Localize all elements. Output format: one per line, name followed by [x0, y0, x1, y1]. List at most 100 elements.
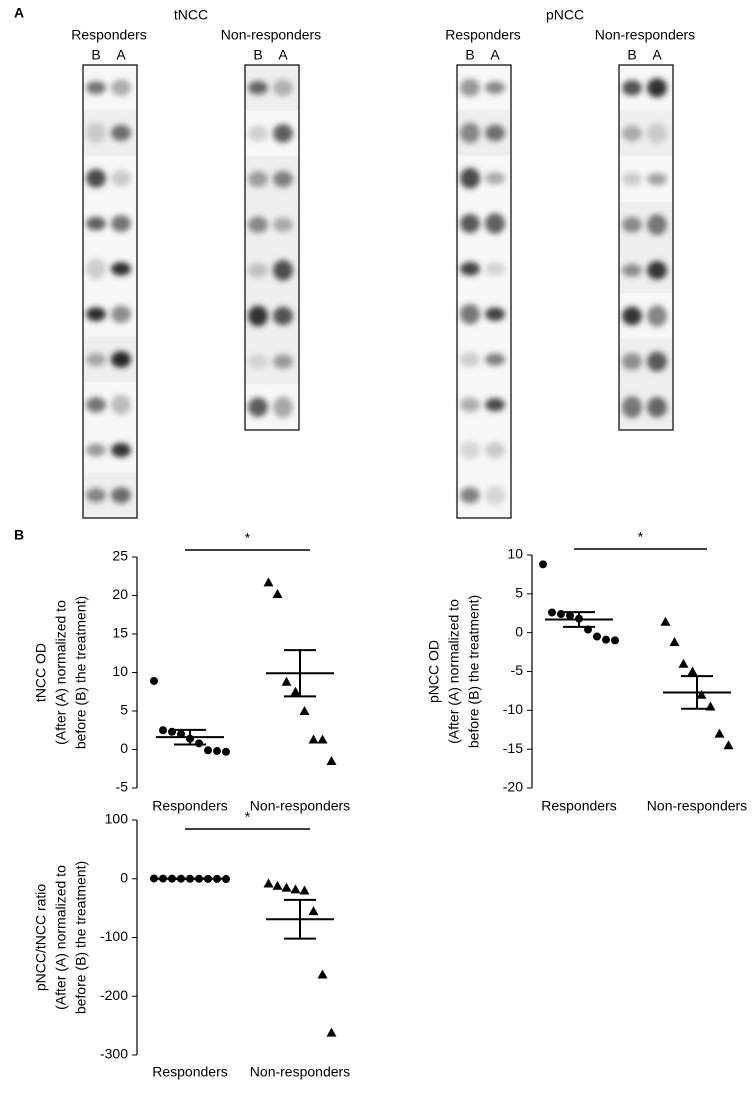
blot-title: tNCC: [174, 7, 208, 23]
blot-band: [622, 80, 642, 96]
y-tick-label: 5: [515, 585, 523, 601]
data-point: [308, 734, 319, 744]
data-point: [159, 726, 167, 735]
blot-band: [86, 81, 106, 95]
y-tick-label: 15: [112, 625, 128, 641]
blot-band: [485, 81, 505, 95]
blot-band: [86, 443, 106, 457]
data-point: [195, 739, 203, 748]
panel-label: B: [14, 527, 24, 543]
data-point: [177, 730, 185, 739]
blot-frame: [82, 64, 138, 519]
y-tick-label: -20: [503, 779, 523, 795]
blot-band: [248, 216, 268, 233]
panel-label: A: [14, 5, 24, 21]
y-tick-label: 5: [120, 702, 128, 718]
x-tick-label: Responders: [152, 1064, 228, 1080]
blot-band: [647, 78, 667, 98]
y-tick-label: 0: [515, 623, 523, 639]
data-point: [222, 875, 230, 884]
blot-band: [485, 124, 505, 142]
blot-band: [460, 352, 480, 367]
blot-band: [86, 488, 106, 503]
y-axis-label: pNCC/tNCC ratio: [33, 884, 49, 992]
blot-band: [460, 397, 480, 413]
y-tick-label: -300: [100, 1046, 128, 1062]
blot-band: [460, 214, 480, 234]
data-point: [222, 747, 230, 756]
y-tick-label: -200: [100, 987, 128, 1003]
data-point: [678, 658, 689, 668]
blot-band: [622, 396, 642, 419]
y-axis-label: (After (A) normalized to: [446, 599, 462, 744]
blot-band: [248, 81, 268, 95]
data-point: [272, 880, 283, 890]
blot-band: [460, 122, 480, 144]
blot-band: [273, 396, 293, 418]
blot-band: [273, 79, 293, 97]
lane-label: B: [91, 47, 100, 63]
blot-band: [86, 122, 106, 144]
data-point: [566, 611, 574, 620]
blot-band: [111, 79, 131, 96]
x-tick-label: Responders: [152, 798, 228, 814]
blot-band: [111, 124, 131, 142]
blot-band: [622, 172, 642, 186]
y-tick-label: 10: [507, 546, 523, 562]
blot-band: [248, 397, 268, 417]
data-point: [299, 706, 310, 715]
blot-band: [273, 124, 293, 143]
blot-band: [111, 305, 131, 323]
blot-band: [647, 305, 667, 327]
blot-band: [485, 262, 505, 276]
blot-band: [86, 352, 106, 367]
y-axis-label: (After (A) normalized to: [53, 865, 69, 1010]
y-tick-label: 100: [105, 811, 129, 827]
lane-label: A: [116, 47, 126, 63]
lane-label: A: [490, 47, 500, 63]
y-axis-label: pNCC OD: [426, 640, 442, 703]
significance-label: *: [638, 529, 644, 545]
data-point: [548, 608, 556, 617]
y-tick-label: 20: [112, 586, 128, 602]
data-point: [204, 746, 212, 755]
significance-label: *: [245, 809, 251, 825]
y-tick-label: -5: [116, 779, 129, 795]
x-tick-label: Non-responders: [250, 1064, 350, 1080]
blot-band: [111, 262, 131, 276]
y-axis-label: before (B) the treatment): [73, 861, 89, 1014]
data-point: [326, 1027, 337, 1037]
y-tick-label: 10: [112, 663, 128, 679]
blot-band: [485, 442, 505, 459]
data-point: [593, 632, 601, 641]
data-point: [290, 686, 301, 696]
data-point: [281, 676, 292, 686]
y-tick-label: -100: [100, 928, 128, 944]
blot-band: [622, 263, 642, 277]
data-point: [539, 560, 547, 569]
blot-band: [86, 216, 106, 231]
blot-band: [248, 262, 268, 278]
y-tick-label: -10: [503, 701, 523, 717]
blot-band: [622, 125, 642, 142]
data-point: [723, 740, 734, 750]
blot-band: [460, 167, 480, 189]
data-point: [308, 906, 319, 916]
blot-band: [248, 170, 268, 188]
group-label: Responders: [445, 27, 521, 43]
blot-band: [647, 123, 667, 144]
y-tick-label: -15: [503, 740, 523, 756]
data-point: [281, 882, 292, 892]
blot-band: [111, 394, 131, 415]
blot-band: [647, 351, 667, 372]
y-axis-label: before (B) the treatment): [466, 595, 482, 748]
lane-label: B: [627, 47, 636, 63]
blot-band: [485, 213, 505, 234]
data-point: [317, 734, 328, 744]
blot-band: [248, 353, 268, 370]
blot-band: [485, 172, 505, 185]
y-axis-label: (After (A) normalized to: [53, 600, 69, 745]
data-point: [299, 885, 310, 895]
data-point: [150, 676, 158, 685]
